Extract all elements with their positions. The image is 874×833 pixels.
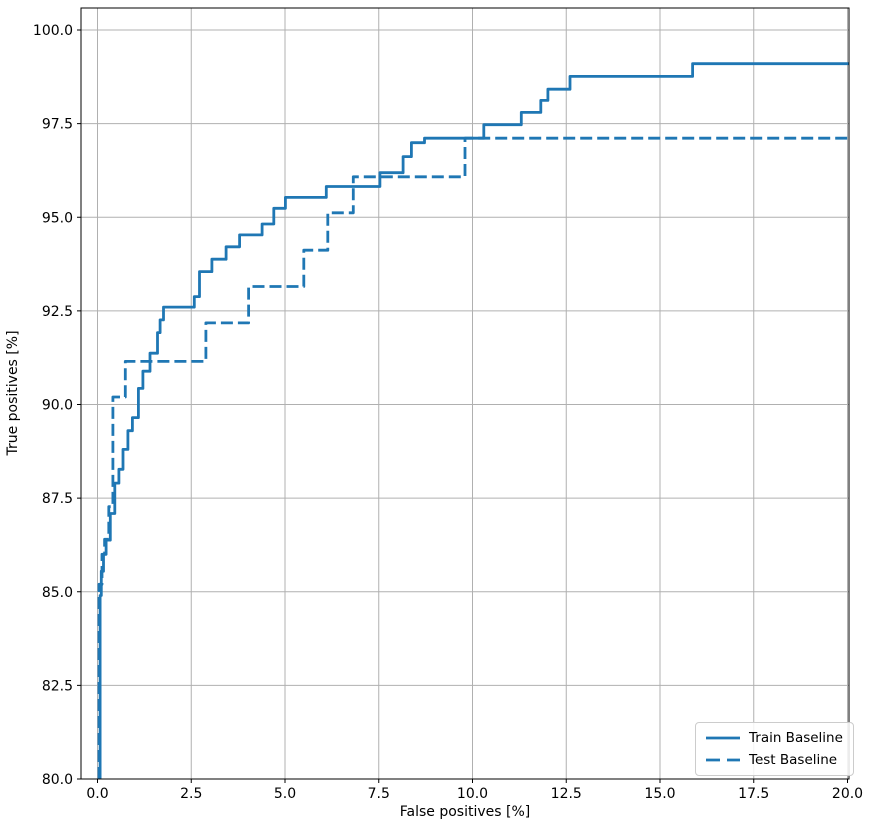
test-baseline-line xyxy=(97,136,849,779)
legend: Train Baseline Test Baseline xyxy=(695,722,854,776)
train-line-sample-icon xyxy=(706,736,740,740)
x-tick-label: 2.5 xyxy=(180,786,202,802)
legend-item-train-baseline: Train Baseline xyxy=(705,729,843,747)
y-tick-label: 82.5 xyxy=(42,678,73,694)
legend-label-test: Test Baseline xyxy=(749,752,838,768)
axes-spines xyxy=(80,7,850,780)
x-tick-label: 12.5 xyxy=(551,786,582,802)
x-tick-label: 5.0 xyxy=(274,786,296,802)
y-tick-label: 95.0 xyxy=(42,210,73,226)
x-axis-label: False positives [%] xyxy=(399,804,531,820)
y-tick-label: 85.0 xyxy=(42,585,73,601)
y-axis-label: True positives [%] xyxy=(5,330,21,456)
y-tick-label: 80.0 xyxy=(42,772,73,788)
test-line-sample-icon xyxy=(706,758,740,762)
y-tick-label: 100.0 xyxy=(33,23,73,39)
legend-item-test-baseline: Test Baseline xyxy=(705,751,843,769)
x-tick-label: 17.5 xyxy=(738,786,769,802)
legend-label-train: Train Baseline xyxy=(749,730,843,746)
y-tick-label: 92.5 xyxy=(42,304,73,320)
x-tick-label: 10.0 xyxy=(457,786,488,802)
x-tick-label: 15.0 xyxy=(644,786,675,802)
train-baseline-line xyxy=(98,62,849,779)
x-tick-label: 20.0 xyxy=(832,786,863,802)
y-tick-label: 87.5 xyxy=(42,491,73,507)
y-tick-label: 90.0 xyxy=(42,398,73,414)
x-tick-label: 0.0 xyxy=(86,786,108,802)
x-tick-label: 7.5 xyxy=(368,786,390,802)
y-tick-label: 97.5 xyxy=(42,117,73,133)
